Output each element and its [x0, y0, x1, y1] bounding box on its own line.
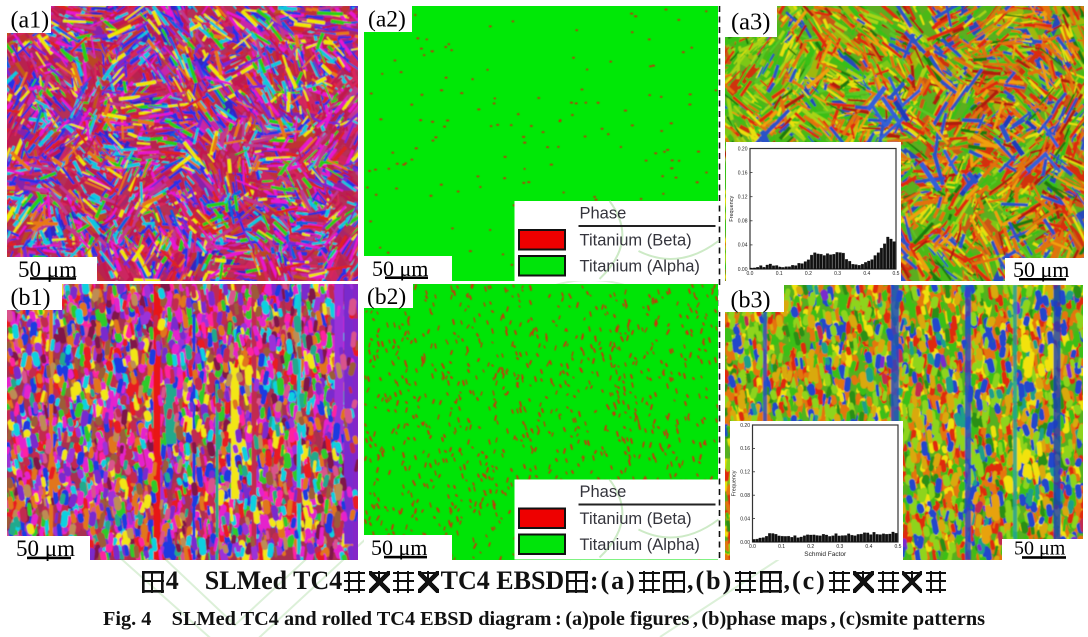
svg-text:(b1): (b1): [11, 285, 51, 311]
svg-text:0.0: 0.0: [747, 271, 754, 277]
svg-text:50 μm: 50 μm: [1013, 257, 1069, 282]
svg-text:Titanium (Alpha): Titanium (Alpha): [580, 258, 700, 276]
svg-text:0.1: 0.1: [778, 544, 785, 550]
svg-text:0.4: 0.4: [863, 271, 870, 277]
svg-text:Schmid Factor: Schmid Factor: [804, 551, 847, 558]
svg-text:0.0: 0.0: [749, 544, 756, 550]
svg-text:(b3): (b3): [731, 288, 771, 314]
svg-text:0.12: 0.12: [738, 195, 748, 201]
svg-text:0.04: 0.04: [740, 516, 750, 522]
svg-text:0.04: 0.04: [738, 243, 748, 249]
svg-text:Titanium (Beta): Titanium (Beta): [580, 232, 692, 250]
svg-text:Titanium (Alpha): Titanium (Alpha): [580, 536, 700, 554]
svg-text:Frequency: Frequency: [732, 470, 738, 496]
svg-text:0.00: 0.00: [740, 540, 750, 546]
svg-text:0.20: 0.20: [738, 146, 748, 152]
svg-text:0.16: 0.16: [738, 170, 748, 176]
svg-text:0.08: 0.08: [740, 493, 750, 499]
svg-text:0.00: 0.00: [738, 267, 748, 273]
svg-text:0.16: 0.16: [740, 446, 750, 452]
svg-text:(a2): (a2): [368, 7, 406, 33]
svg-text:Phase: Phase: [580, 483, 627, 501]
svg-text:0.1: 0.1: [776, 271, 783, 277]
svg-text:50 μm: 50 μm: [1014, 538, 1066, 560]
svg-text:(a1): (a1): [11, 8, 50, 34]
svg-text:0.3: 0.3: [834, 271, 841, 277]
svg-text:0.4: 0.4: [865, 544, 872, 550]
svg-text:(a3): (a3): [731, 9, 770, 36]
svg-text:0.5: 0.5: [895, 544, 902, 550]
svg-text:(b2): (b2): [367, 284, 406, 310]
svg-text:Titanium (Beta): Titanium (Beta): [580, 510, 692, 528]
svg-text:0.5: 0.5: [893, 271, 900, 277]
svg-text:0.20: 0.20: [740, 423, 750, 429]
svg-text:Phase: Phase: [580, 205, 627, 223]
svg-text:0.12: 0.12: [740, 470, 750, 476]
svg-text:0.2: 0.2: [807, 544, 814, 550]
svg-text:0.08: 0.08: [738, 219, 748, 225]
svg-text:0.2: 0.2: [805, 271, 812, 277]
svg-text:Frequency: Frequency: [729, 196, 735, 222]
svg-text:0.3: 0.3: [836, 544, 843, 550]
